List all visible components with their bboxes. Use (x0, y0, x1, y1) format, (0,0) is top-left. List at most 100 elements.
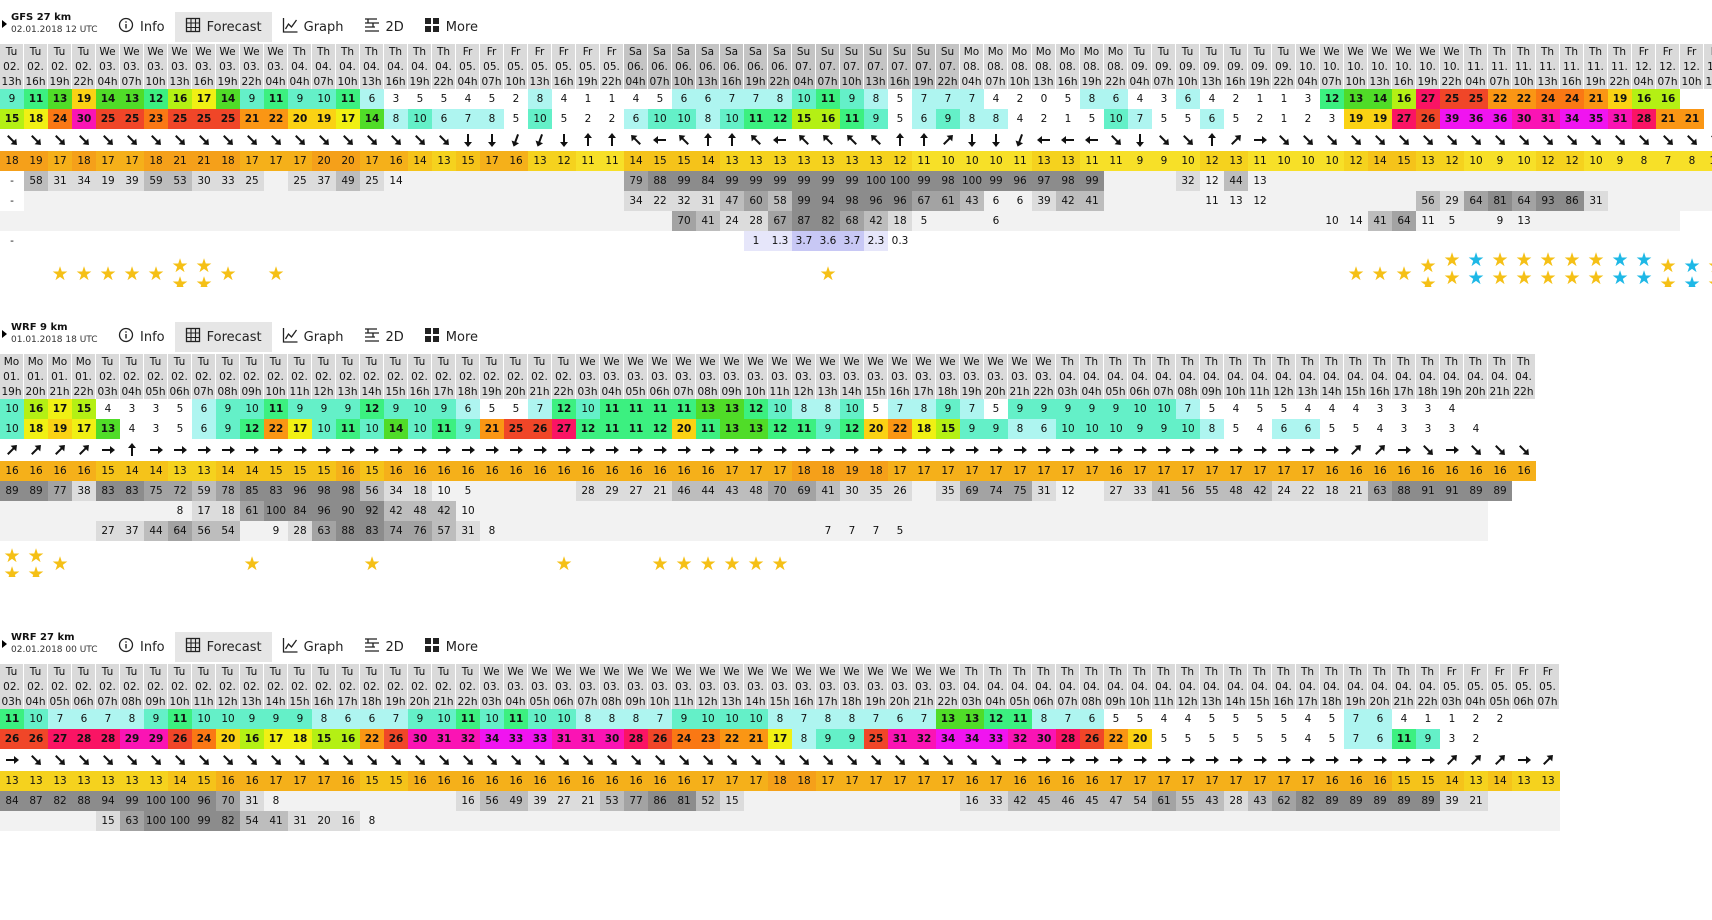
wind-arrow-icon (432, 439, 456, 461)
tab-info[interactable]: Info (108, 12, 175, 42)
cloud-cover-cell (864, 501, 888, 521)
wind-arrow-icon (552, 129, 576, 151)
collapse-triangle-icon[interactable] (2, 330, 7, 338)
tab-d2[interactable]: 2D (354, 322, 414, 352)
hour-label: 04h (793, 76, 814, 88)
date-label: 04. (1203, 371, 1220, 383)
hour-label: 19h (1417, 76, 1438, 88)
date-label: 02. (243, 681, 260, 693)
star-rating-icon (984, 251, 1008, 287)
wind-gust-cell: 18 (24, 419, 48, 439)
wind-speed-cell: 4 (1296, 399, 1320, 419)
wind-gust-cell: 5 (504, 109, 528, 129)
hour-label: 11h (193, 696, 214, 708)
star-rating-icon (1248, 541, 1272, 577)
tab-d2[interactable]: 2D (354, 12, 414, 42)
date-label: 09. (1179, 61, 1196, 73)
date-label: 04. (1131, 681, 1148, 693)
tab-more[interactable]: More (414, 632, 488, 662)
cloud-cover-cell: 79 (624, 171, 648, 191)
cloud-cover-cell: 96 (288, 481, 312, 501)
temperature-cell: 17 (120, 151, 144, 171)
star-rating-icon: ★ (267, 263, 285, 285)
temperature-cell: 13 (840, 151, 864, 171)
wind-arrow-icon (1272, 439, 1296, 461)
hour-label: 04h (985, 696, 1006, 708)
tab-graph[interactable]: Graph (272, 632, 354, 662)
wind-arrow-icon (120, 749, 144, 771)
time-cell: Sa 06. 07h (648, 44, 672, 89)
cloud-cover-cell (1296, 501, 1320, 521)
day-label: Tu (365, 356, 378, 368)
cloud-cover-cell (840, 501, 864, 521)
cloud-cover-cell: 31 (456, 521, 480, 541)
date-label: 05. (531, 61, 548, 73)
date-label: 04. (1251, 681, 1268, 693)
wind-arrow-icon (1056, 749, 1080, 771)
hour-label: 08h (1177, 386, 1198, 398)
cloud-cover-cell (1656, 191, 1680, 211)
wind-gust-cell: 6 (192, 419, 216, 439)
star-rating-icon (1296, 251, 1320, 287)
tab-info[interactable]: Info (108, 322, 175, 352)
tab-info[interactable]: Info (108, 632, 175, 662)
tab-d2[interactable]: 2D (354, 632, 414, 662)
wind-arrow-icon (1536, 129, 1560, 151)
date-label: 03. (699, 371, 716, 383)
star-rating-icon: ★ (75, 263, 93, 285)
day-label: We (99, 46, 116, 58)
collapse-triangle-icon[interactable] (2, 640, 7, 648)
tab-forecast[interactable]: Forecast (174, 12, 272, 42)
cloud-cover-cell: 7 (840, 521, 864, 541)
cloud-cover-cell: 77 (624, 791, 648, 811)
star-rating-icon (192, 541, 216, 577)
cloud-cover-cell (1032, 501, 1056, 521)
hour-label: 18h (841, 696, 862, 708)
wind-speed-cell: 10 (0, 399, 24, 419)
wind-speed-cell: 2 (1464, 709, 1488, 729)
cloud-cover-cell (1320, 811, 1344, 831)
day-label: Th (1396, 666, 1411, 678)
temperature-cell: 16 (1056, 771, 1080, 791)
wind-speed-cell: 6 (1176, 89, 1200, 109)
tab-forecast[interactable]: Forecast (174, 632, 272, 662)
star-rating-icon: ★★★ (1587, 251, 1605, 287)
wind-gust-cell: 31 (1536, 109, 1560, 129)
wind-gust-cell: 11 (840, 109, 864, 129)
cloud-cover-cell: 39 (528, 791, 552, 811)
wind-gust-cell: 9 (1128, 419, 1152, 439)
wind-arrow-icon (696, 129, 720, 151)
tab-graph[interactable]: Graph (272, 322, 354, 352)
cloud-cover-cell: 49 (504, 791, 528, 811)
wind-speed-cell: 24 (1560, 89, 1584, 109)
day-label: Fr (1711, 46, 1712, 58)
time-cell: Th 04. 07h (1152, 354, 1176, 399)
tab-graph[interactable]: Graph (272, 12, 354, 42)
wind-gust-cell: 9 (1416, 729, 1440, 749)
wind-gust-row: 26 26 27 28 28 29 29 26 24 20 16 17 18 15 16 22 26 30 31 32… (0, 729, 1560, 749)
day-label: Tu (533, 356, 546, 368)
time-cell: Tu 02. 19h (48, 44, 72, 89)
star-rating-icon (624, 541, 648, 577)
time-cell: Th 11. 07h (1488, 44, 1512, 89)
collapse-triangle-icon[interactable] (2, 20, 7, 28)
date-label: 03. (819, 371, 836, 383)
hour-label: 16h (1225, 76, 1246, 88)
time-cell: We 10. 13h (1368, 44, 1392, 89)
tab-label: Graph (303, 19, 344, 35)
time-cell: Tu 02. 08h (216, 354, 240, 399)
tab-more[interactable]: More (414, 12, 488, 42)
time-cell: Tu 02. 10h (264, 354, 288, 399)
temperature-cell: 17 (360, 151, 384, 171)
time-cell: We 03. 04h (504, 664, 528, 709)
tab-more[interactable]: More (414, 322, 488, 352)
cloud-cover-cell (408, 211, 432, 231)
wind-speed-cell: 10 (1152, 399, 1176, 419)
day-label: Tu (341, 356, 354, 368)
cloud-cover-cell: 27 (552, 791, 576, 811)
cloud-cover-cell (480, 211, 504, 231)
wind-arrow-icon (1536, 749, 1560, 771)
star-rating-icon (840, 541, 864, 577)
hour-label: 20h (409, 696, 430, 708)
tab-forecast[interactable]: Forecast (174, 322, 272, 352)
